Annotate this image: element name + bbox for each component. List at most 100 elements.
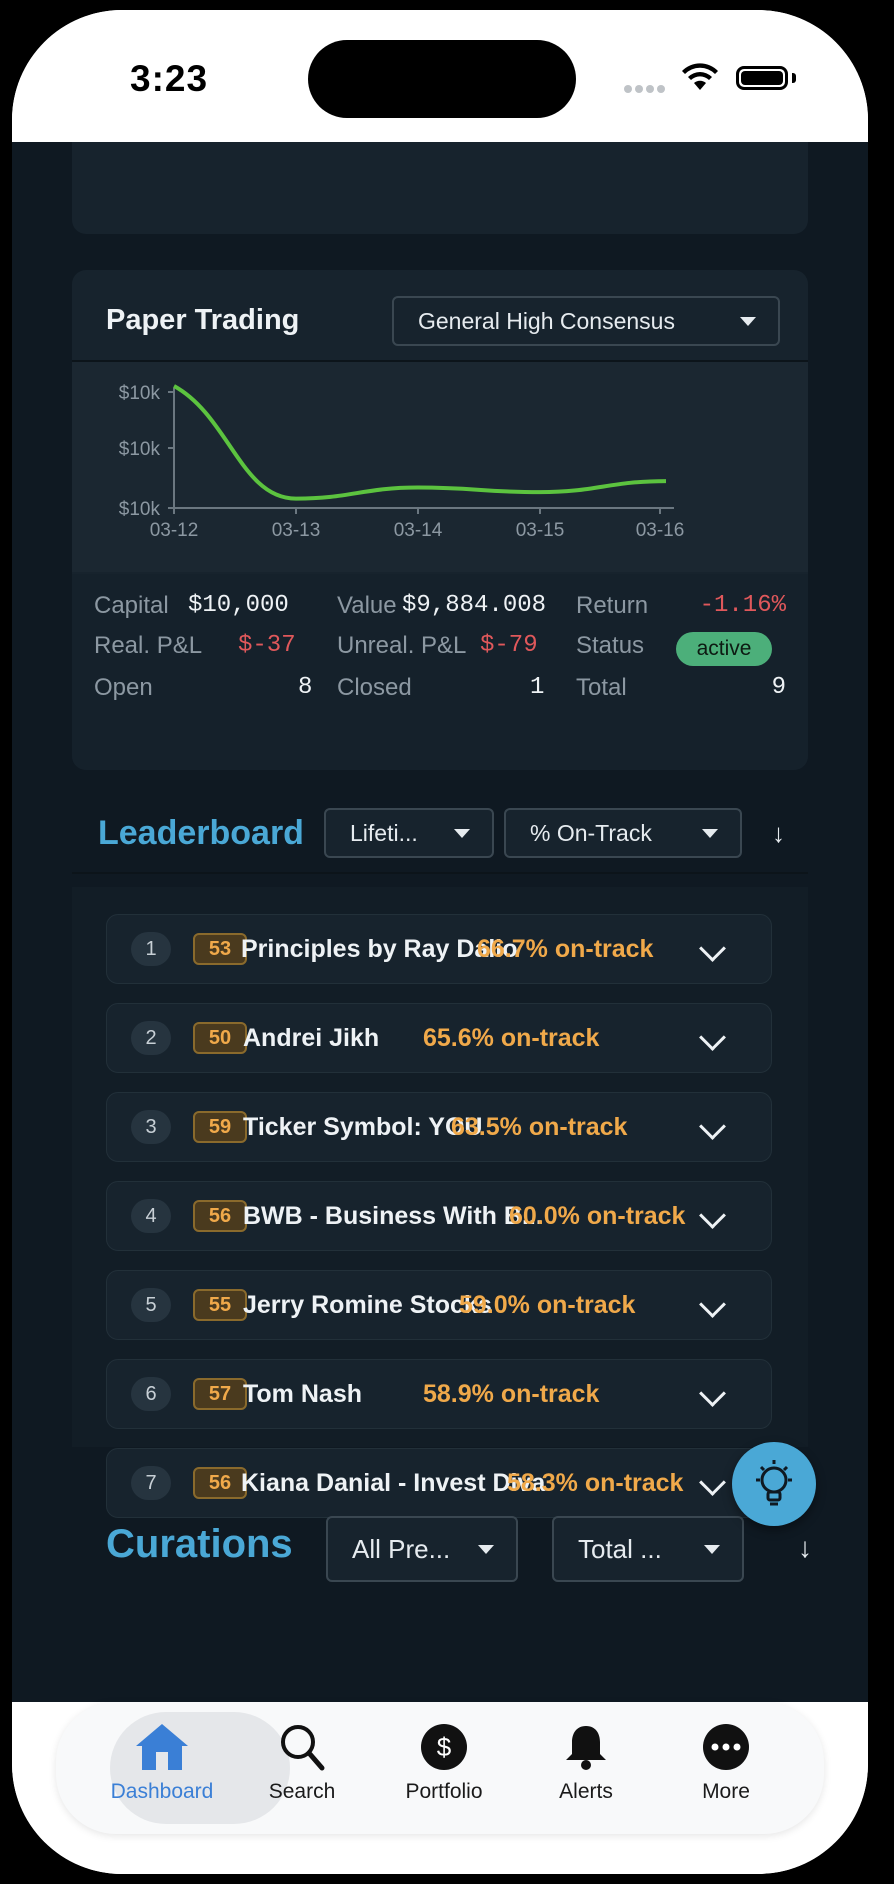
score-badge: 53 xyxy=(193,933,247,965)
on-track-percent: 58.9% on-track xyxy=(423,1380,600,1408)
unrealized-pnl-label: Unreal. P&L xyxy=(337,632,467,659)
search-icon xyxy=(281,1725,325,1771)
score-badge: 50 xyxy=(193,1022,247,1054)
insights-fab[interactable] xyxy=(732,1442,816,1526)
leaderboard-row[interactable]: 2 50 Andrei Jikh 65.6% on-track xyxy=(106,1003,772,1073)
cellular-signal-icon xyxy=(624,80,668,98)
capital-value: $10,000 xyxy=(188,592,289,619)
dashboard-scroll-view[interactable]: Paper Trading General High Consensus $10… xyxy=(12,142,868,1702)
tab-bar: Dashboard Search $ Portfolio xyxy=(12,1702,868,1874)
svg-text:$: $ xyxy=(437,1732,452,1762)
curation-sort-direction-button[interactable]: ↓ xyxy=(798,1532,812,1563)
leaderboard-row[interactable]: 3 59 Ticker Symbol: YOU 63.5% on-track xyxy=(106,1092,772,1162)
on-track-percent: 66.7% on-track xyxy=(477,935,654,963)
chevron-down-icon[interactable] xyxy=(699,1380,726,1407)
closed-value: 1 xyxy=(530,674,545,701)
y-tick-label: $10k xyxy=(119,499,161,520)
value-value: $9,884.008 xyxy=(402,592,547,619)
equity-line xyxy=(173,384,667,501)
leaderboard-list: 1 53 Principles by Ray Dalio 66.7% on-track… xyxy=(72,887,808,1518)
equity-chart: $10k $10k $10k 03-12 03-13 03-14 03-15 03-16 xyxy=(72,362,808,572)
y-tick-label: $10k xyxy=(119,439,161,460)
return-value: -1.16% xyxy=(699,592,786,619)
on-track-percent: 58.3% on-track xyxy=(507,1469,684,1497)
creator-name: BWB - Business With B... xyxy=(243,1202,543,1230)
leaderboard-row[interactable]: 6 57 Tom Nash 58.9% on-track xyxy=(106,1359,772,1429)
leaderboard-row[interactable]: 5 55 Jerry Romine Stocks 59.0% on-track xyxy=(106,1270,772,1340)
curation-filter-dropdown[interactable]: All Pre... xyxy=(326,1516,518,1582)
chevron-down-icon[interactable] xyxy=(699,1469,726,1496)
row-content: 4 56 BWB - Business With B... 60.0% on-trac… xyxy=(107,1182,769,1250)
house-icon xyxy=(136,1724,188,1770)
row-content: 2 50 Andrei Jikh 65.6% on-track xyxy=(107,1004,769,1072)
curation-sort-label: Total ... xyxy=(578,1533,662,1564)
battery-icon xyxy=(736,66,788,90)
value-label: Value xyxy=(337,592,397,619)
creator-name: Andrei Jikh xyxy=(243,1024,380,1052)
rank-badge: 2 xyxy=(131,1021,171,1055)
rank-badge: 7 xyxy=(131,1466,171,1500)
creator-name: Tom Nash xyxy=(243,1380,362,1408)
rank-badge: 4 xyxy=(131,1199,171,1233)
creator-name: Ticker Symbol: YOU xyxy=(243,1113,483,1141)
status-label: Status xyxy=(576,632,645,659)
score-badge: 56 xyxy=(193,1467,247,1499)
x-tick-label: 03-13 xyxy=(272,520,321,541)
leaderboard-row[interactable]: 4 56 BWB - Business With B... 60.0% on-trac… xyxy=(106,1181,772,1251)
chevron-down-icon[interactable] xyxy=(699,1202,726,1229)
y-tick-label: $10k xyxy=(119,383,161,404)
score-badge: 57 xyxy=(193,1378,247,1410)
curations-title: Curations xyxy=(106,1522,293,1566)
dollar-circle-icon: $ xyxy=(421,1724,467,1770)
tab-portfolio[interactable]: $ Portfolio xyxy=(374,1722,514,1804)
caret-down-icon xyxy=(454,829,470,838)
paper-trading-stats: Capital $10,000 Value $9,884.008 Return … xyxy=(72,574,808,770)
previous-card xyxy=(72,142,808,234)
chevron-down-icon[interactable] xyxy=(699,1291,726,1318)
chevron-down-icon[interactable] xyxy=(699,935,726,962)
tab-more-label: More xyxy=(702,1780,750,1803)
caret-down-icon xyxy=(478,1545,494,1554)
tab-alerts[interactable]: Alerts xyxy=(516,1722,656,1804)
card-divider xyxy=(72,360,808,362)
tab-dashboard[interactable]: Dashboard xyxy=(92,1722,232,1804)
metric-dropdown-label: % On-Track xyxy=(530,819,652,846)
caret-down-icon xyxy=(702,829,718,838)
unrealized-pnl-value: $-79 xyxy=(480,632,538,659)
chart-axes xyxy=(173,388,674,509)
metric-dropdown[interactable]: % On-Track xyxy=(504,808,742,858)
tab-more[interactable]: More xyxy=(656,1722,796,1804)
sort-direction-button[interactable]: ↓ xyxy=(772,818,785,848)
tab-search[interactable]: Search xyxy=(232,1722,372,1804)
on-track-percent: 65.6% on-track xyxy=(423,1024,600,1052)
chevron-down-icon[interactable] xyxy=(699,1024,726,1051)
score-badge: 56 xyxy=(193,1200,247,1232)
capital-label: Capital xyxy=(94,592,169,619)
rank-badge: 6 xyxy=(131,1377,171,1411)
leaderboard-divider xyxy=(72,872,808,874)
tab-bar-pill: Dashboard Search $ Portfolio xyxy=(56,1702,824,1834)
realized-pnl-label: Real. P&L xyxy=(94,632,203,659)
tab-search-label: Search xyxy=(268,1780,336,1803)
leaderboard-row[interactable]: 1 53 Principles by Ray Dalio 66.7% on-track xyxy=(106,914,772,984)
leaderboard-title: Leaderboard xyxy=(98,814,304,852)
creator-name: Jerry Romine Stocks xyxy=(243,1291,492,1319)
score-badge: 55 xyxy=(193,1289,247,1321)
strategy-dropdown[interactable]: General High Consensus xyxy=(392,296,780,346)
paper-trading-title: Paper Trading xyxy=(106,304,300,336)
caret-down-icon xyxy=(704,1545,720,1554)
creator-name: Principles by Ray Dalio xyxy=(241,935,518,963)
creator-name: Kiana Danial - Invest Diva xyxy=(241,1469,546,1497)
leaderboard-row[interactable]: 7 56 Kiana Danial - Invest Diva 58.3% on-tr… xyxy=(106,1448,772,1518)
curation-sort-dropdown[interactable]: Total ... xyxy=(552,1516,744,1582)
wifi-icon xyxy=(682,63,718,90)
return-label: Return xyxy=(576,592,649,619)
period-dropdown[interactable]: Lifeti... xyxy=(324,808,494,858)
chevron-down-icon[interactable] xyxy=(699,1113,726,1140)
row-content: 6 57 Tom Nash 58.9% on-track xyxy=(107,1360,769,1428)
open-label: Open xyxy=(94,674,153,701)
x-tick-label: 03-12 xyxy=(150,520,199,541)
paper-trading-card: Paper Trading General High Consensus $10… xyxy=(72,270,808,770)
ellipsis-circle-icon xyxy=(703,1724,749,1770)
